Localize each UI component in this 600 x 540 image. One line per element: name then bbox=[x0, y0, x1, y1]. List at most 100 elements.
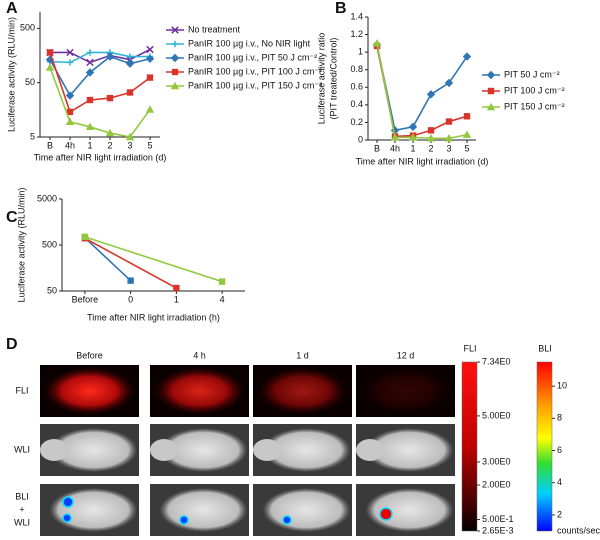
legend-label: PanIR 100 µg i.v., PIT 100 J cm⁻² bbox=[188, 66, 322, 76]
panel-label: B bbox=[335, 0, 347, 17]
x-tick-label: Before bbox=[72, 294, 99, 304]
data-point bbox=[426, 90, 436, 99]
data-point bbox=[106, 94, 114, 102]
bli-mouse bbox=[49, 488, 138, 532]
panel-label: C bbox=[6, 209, 18, 226]
data-point bbox=[45, 63, 55, 71]
y-axis-label: Luciferase activity ratio bbox=[316, 33, 326, 125]
y-axis-label: Luciferase activity (RLU/min) bbox=[16, 187, 26, 302]
data-point bbox=[171, 68, 179, 76]
data-point bbox=[85, 68, 95, 77]
data-point bbox=[125, 132, 135, 141]
x-tick-label: B bbox=[374, 143, 380, 153]
column-label: 1 d bbox=[296, 350, 309, 360]
data-point bbox=[86, 58, 94, 67]
y-tick-label: 0.2 bbox=[350, 117, 363, 127]
x-tick-label: 3 bbox=[127, 140, 132, 150]
x-tick-label: 5 bbox=[147, 140, 152, 150]
wli-mouse bbox=[159, 428, 248, 472]
data-point bbox=[145, 54, 155, 63]
fli-signal bbox=[43, 367, 136, 415]
x-axis-label: Time after NIR light irradiation (d) bbox=[356, 156, 489, 166]
column-label: 12 d bbox=[397, 350, 415, 360]
scale-tick-label: 5.00E-1 bbox=[482, 514, 514, 524]
x-axis-label: Time after NIR light irradiation (d) bbox=[34, 152, 167, 162]
x-tick-label: 2 bbox=[428, 143, 433, 153]
data-point bbox=[105, 52, 115, 61]
bli-spot bbox=[379, 507, 393, 521]
data-point bbox=[427, 127, 435, 134]
y-tick-label: 1 bbox=[358, 47, 363, 57]
wli-mouse bbox=[49, 428, 138, 472]
data-point bbox=[127, 277, 134, 284]
scale-tick-label: 2 bbox=[557, 509, 562, 519]
scale-tick-label: 2.00E0 bbox=[482, 479, 511, 489]
y-tick-label: 0 bbox=[358, 134, 363, 144]
bli-mouse bbox=[159, 488, 248, 532]
data-point bbox=[486, 70, 496, 80]
data-point bbox=[463, 113, 471, 120]
y-tick-label: 0.8 bbox=[350, 64, 363, 74]
y-tick-label: 5 bbox=[30, 131, 35, 141]
data-point bbox=[146, 45, 154, 54]
data-point bbox=[445, 118, 453, 125]
series-line bbox=[50, 48, 151, 64]
series-line bbox=[84, 237, 132, 282]
data-point bbox=[81, 233, 89, 241]
scale-tick-label: 8 bbox=[557, 413, 562, 423]
data-point bbox=[66, 108, 74, 116]
x-tick-label: B bbox=[47, 140, 53, 150]
x-tick-label: 1 bbox=[410, 143, 415, 153]
data-point bbox=[171, 26, 179, 34]
y-tick-label: 0.6 bbox=[350, 82, 363, 92]
y-tick-label: 500 bbox=[20, 23, 35, 33]
scale-title: BLI bbox=[538, 343, 552, 353]
data-point bbox=[126, 89, 134, 96]
legend-label: PanIR 100 µg i.v., PIT 50 J cm⁻² bbox=[188, 52, 317, 62]
y-tick-label: 1.4 bbox=[350, 11, 363, 21]
y-axis-label: Luciferase activity (RLU/min) bbox=[6, 17, 16, 132]
legend-label: PanIR 100 µg i.v., No NIR light bbox=[188, 38, 311, 48]
legend-label: PIT 100 J cm⁻² bbox=[504, 85, 565, 95]
x-tick-label: 4 bbox=[220, 294, 225, 304]
data-point bbox=[426, 134, 436, 142]
data-point bbox=[86, 96, 94, 104]
bli-spot bbox=[282, 515, 292, 525]
data-point bbox=[125, 59, 135, 68]
y-tick-label: 1.2 bbox=[350, 29, 363, 39]
x-tick-label: 2 bbox=[107, 140, 112, 150]
data-point bbox=[85, 122, 95, 131]
series-line bbox=[49, 67, 151, 138]
x-axis-label: Time after NIR light irradiation (h) bbox=[87, 312, 220, 322]
series-line bbox=[376, 45, 468, 138]
x-tick-label: 0 bbox=[128, 294, 133, 304]
data-point bbox=[86, 49, 94, 56]
data-point bbox=[66, 48, 74, 57]
bli-spot bbox=[62, 496, 74, 508]
scale-tick-label: 7.34E0 bbox=[482, 356, 511, 366]
y-tick-label: 0.4 bbox=[350, 99, 363, 109]
x-tick-label: 4h bbox=[390, 143, 400, 153]
scale-tick-label: 5.00E0 bbox=[482, 410, 511, 420]
data-point bbox=[126, 53, 134, 60]
row-label: WLI bbox=[14, 517, 30, 527]
panel-label: D bbox=[6, 336, 18, 353]
row-label: WLI bbox=[14, 444, 30, 454]
series-line bbox=[84, 237, 177, 289]
color-bar bbox=[536, 361, 553, 532]
data-point bbox=[486, 102, 496, 111]
data-point bbox=[390, 133, 400, 141]
series-line bbox=[376, 44, 468, 132]
row-label: FLI bbox=[15, 385, 28, 395]
data-point bbox=[173, 284, 180, 292]
row-label: + bbox=[19, 504, 24, 514]
data-point bbox=[444, 78, 454, 88]
bli-spot bbox=[62, 513, 72, 523]
data-point bbox=[171, 40, 179, 48]
column-label: Before bbox=[76, 350, 103, 360]
data-point bbox=[65, 91, 75, 100]
bli-mouse bbox=[365, 488, 454, 532]
panel-label: A bbox=[6, 0, 18, 17]
row-label: BLI bbox=[15, 491, 29, 501]
